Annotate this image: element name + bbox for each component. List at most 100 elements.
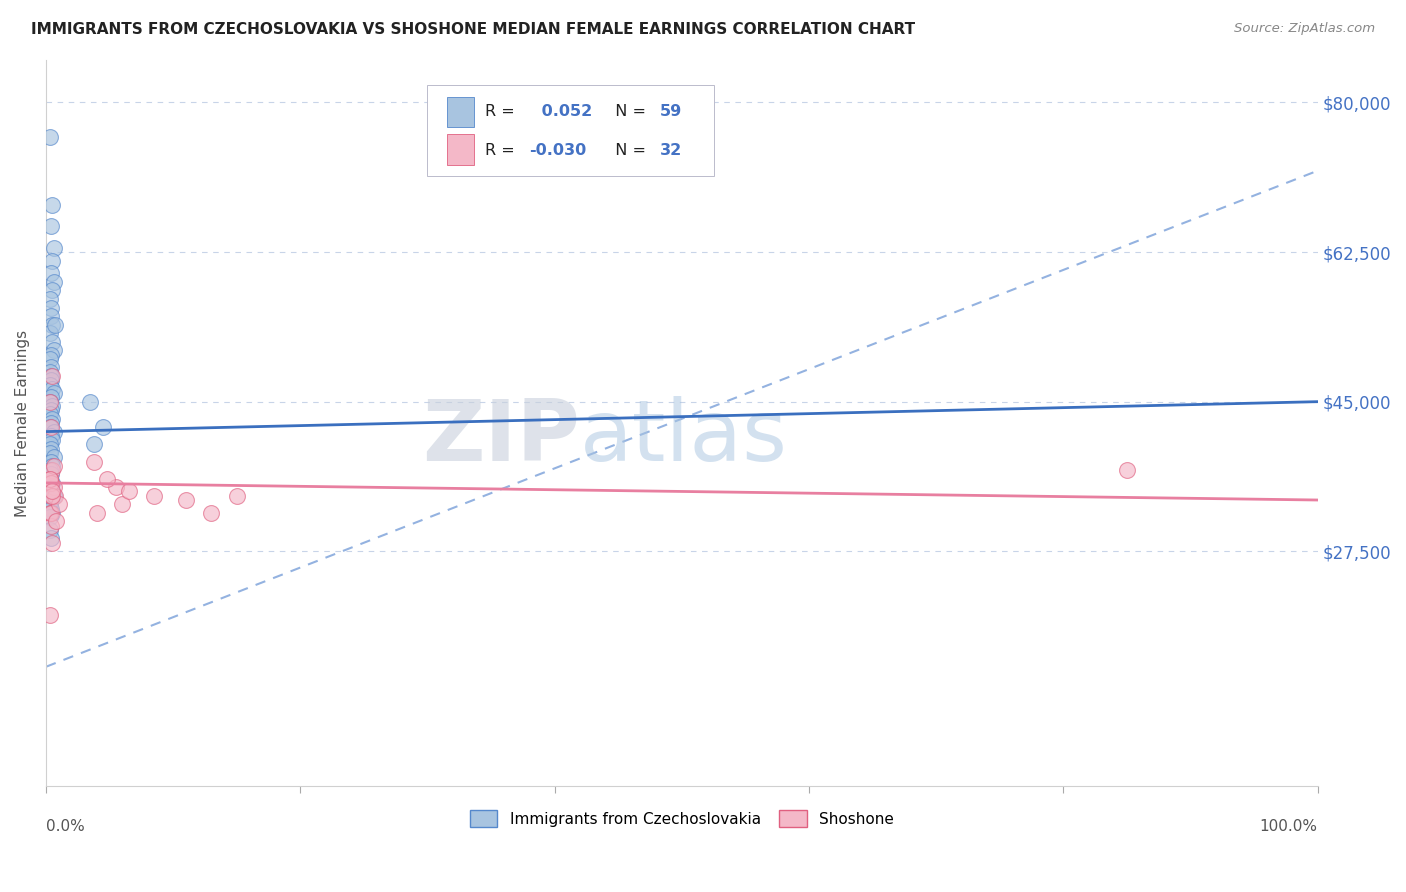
Point	[41, 458, 63, 473]
Text: 0.052: 0.052	[536, 104, 592, 120]
Point	[41, 411, 63, 425]
Text: N =: N =	[606, 104, 651, 120]
Point	[39, 360, 62, 375]
Point	[41, 433, 63, 447]
Point	[42, 275, 65, 289]
Point	[39, 416, 62, 430]
Point	[38, 408, 60, 422]
Text: Source: ZipAtlas.com: Source: ZipAtlas.com	[1234, 22, 1375, 36]
Point	[39, 475, 62, 490]
Point	[39, 219, 62, 234]
Y-axis label: Median Female Earnings: Median Female Earnings	[15, 329, 30, 516]
Point	[42, 450, 65, 465]
Point	[174, 493, 197, 508]
Point	[38, 394, 60, 409]
Point	[39, 348, 62, 362]
Point	[1115, 463, 1137, 477]
Point	[38, 129, 60, 144]
Point	[39, 493, 62, 508]
Point	[41, 334, 63, 349]
Point	[38, 394, 60, 409]
Point	[38, 608, 60, 623]
Point	[39, 506, 62, 520]
Point	[48, 497, 70, 511]
Point	[39, 442, 62, 456]
Text: IMMIGRANTS FROM CZECHOSLOVAKIA VS SHOSHONE MEDIAN FEMALE EARNINGS CORRELATION CH: IMMIGRANTS FROM CZECHOSLOVAKIA VS SHOSHO…	[31, 22, 915, 37]
Point	[39, 391, 62, 405]
Point	[42, 241, 65, 255]
Point	[41, 318, 63, 332]
Point	[44, 489, 66, 503]
Point	[39, 301, 62, 315]
Point	[41, 484, 63, 499]
Point	[86, 506, 108, 520]
Point	[39, 403, 62, 417]
Text: 100.0%: 100.0%	[1260, 819, 1317, 834]
Point	[38, 326, 60, 341]
Point	[38, 437, 60, 451]
Point	[39, 429, 62, 443]
Point	[96, 472, 118, 486]
Bar	[447, 96, 474, 128]
Point	[41, 463, 63, 477]
Point	[39, 501, 62, 516]
Point	[38, 472, 60, 486]
Point	[42, 458, 65, 473]
Point	[38, 365, 60, 379]
Point	[83, 454, 105, 468]
Point	[39, 420, 62, 434]
Point	[38, 446, 60, 460]
Point	[79, 394, 101, 409]
Point	[42, 489, 65, 503]
Point	[91, 420, 114, 434]
Point	[38, 351, 60, 366]
Point	[38, 497, 60, 511]
Point	[41, 198, 63, 212]
Point	[41, 382, 63, 396]
Point	[38, 510, 60, 524]
Point	[45, 515, 67, 529]
Point	[39, 489, 62, 503]
Point	[42, 386, 65, 401]
FancyBboxPatch shape	[427, 85, 713, 176]
Point	[39, 309, 62, 323]
Point	[38, 420, 60, 434]
Point	[41, 253, 63, 268]
Point	[38, 506, 60, 520]
Point	[41, 535, 63, 549]
Point	[117, 484, 139, 499]
Bar	[447, 135, 474, 165]
Point	[38, 472, 60, 486]
Point	[44, 318, 66, 332]
Point	[39, 454, 62, 468]
Text: atlas: atlas	[581, 396, 787, 479]
Point	[38, 472, 60, 486]
Point	[111, 497, 134, 511]
Point	[39, 518, 62, 533]
Point	[41, 506, 63, 520]
Point	[39, 266, 62, 280]
Point	[41, 475, 63, 490]
Point	[39, 467, 62, 482]
Point	[200, 506, 222, 520]
Text: 0.0%: 0.0%	[46, 819, 84, 834]
Text: 32: 32	[661, 143, 682, 158]
Text: -0.030: -0.030	[529, 143, 586, 158]
Point	[41, 369, 63, 384]
Text: N =: N =	[606, 143, 651, 158]
Point	[143, 489, 166, 503]
Point	[38, 484, 60, 499]
Legend: Immigrants from Czechoslovakia, Shoshone: Immigrants from Czechoslovakia, Shoshone	[464, 804, 900, 833]
Point	[42, 425, 65, 439]
Point	[42, 343, 65, 358]
Point	[41, 489, 63, 503]
Text: 59: 59	[661, 104, 682, 120]
Point	[39, 532, 62, 546]
Point	[38, 463, 60, 477]
Point	[39, 369, 62, 384]
Point	[41, 399, 63, 413]
Point	[83, 437, 105, 451]
Text: R =: R =	[485, 104, 520, 120]
Point	[38, 475, 60, 490]
Point	[225, 489, 247, 503]
